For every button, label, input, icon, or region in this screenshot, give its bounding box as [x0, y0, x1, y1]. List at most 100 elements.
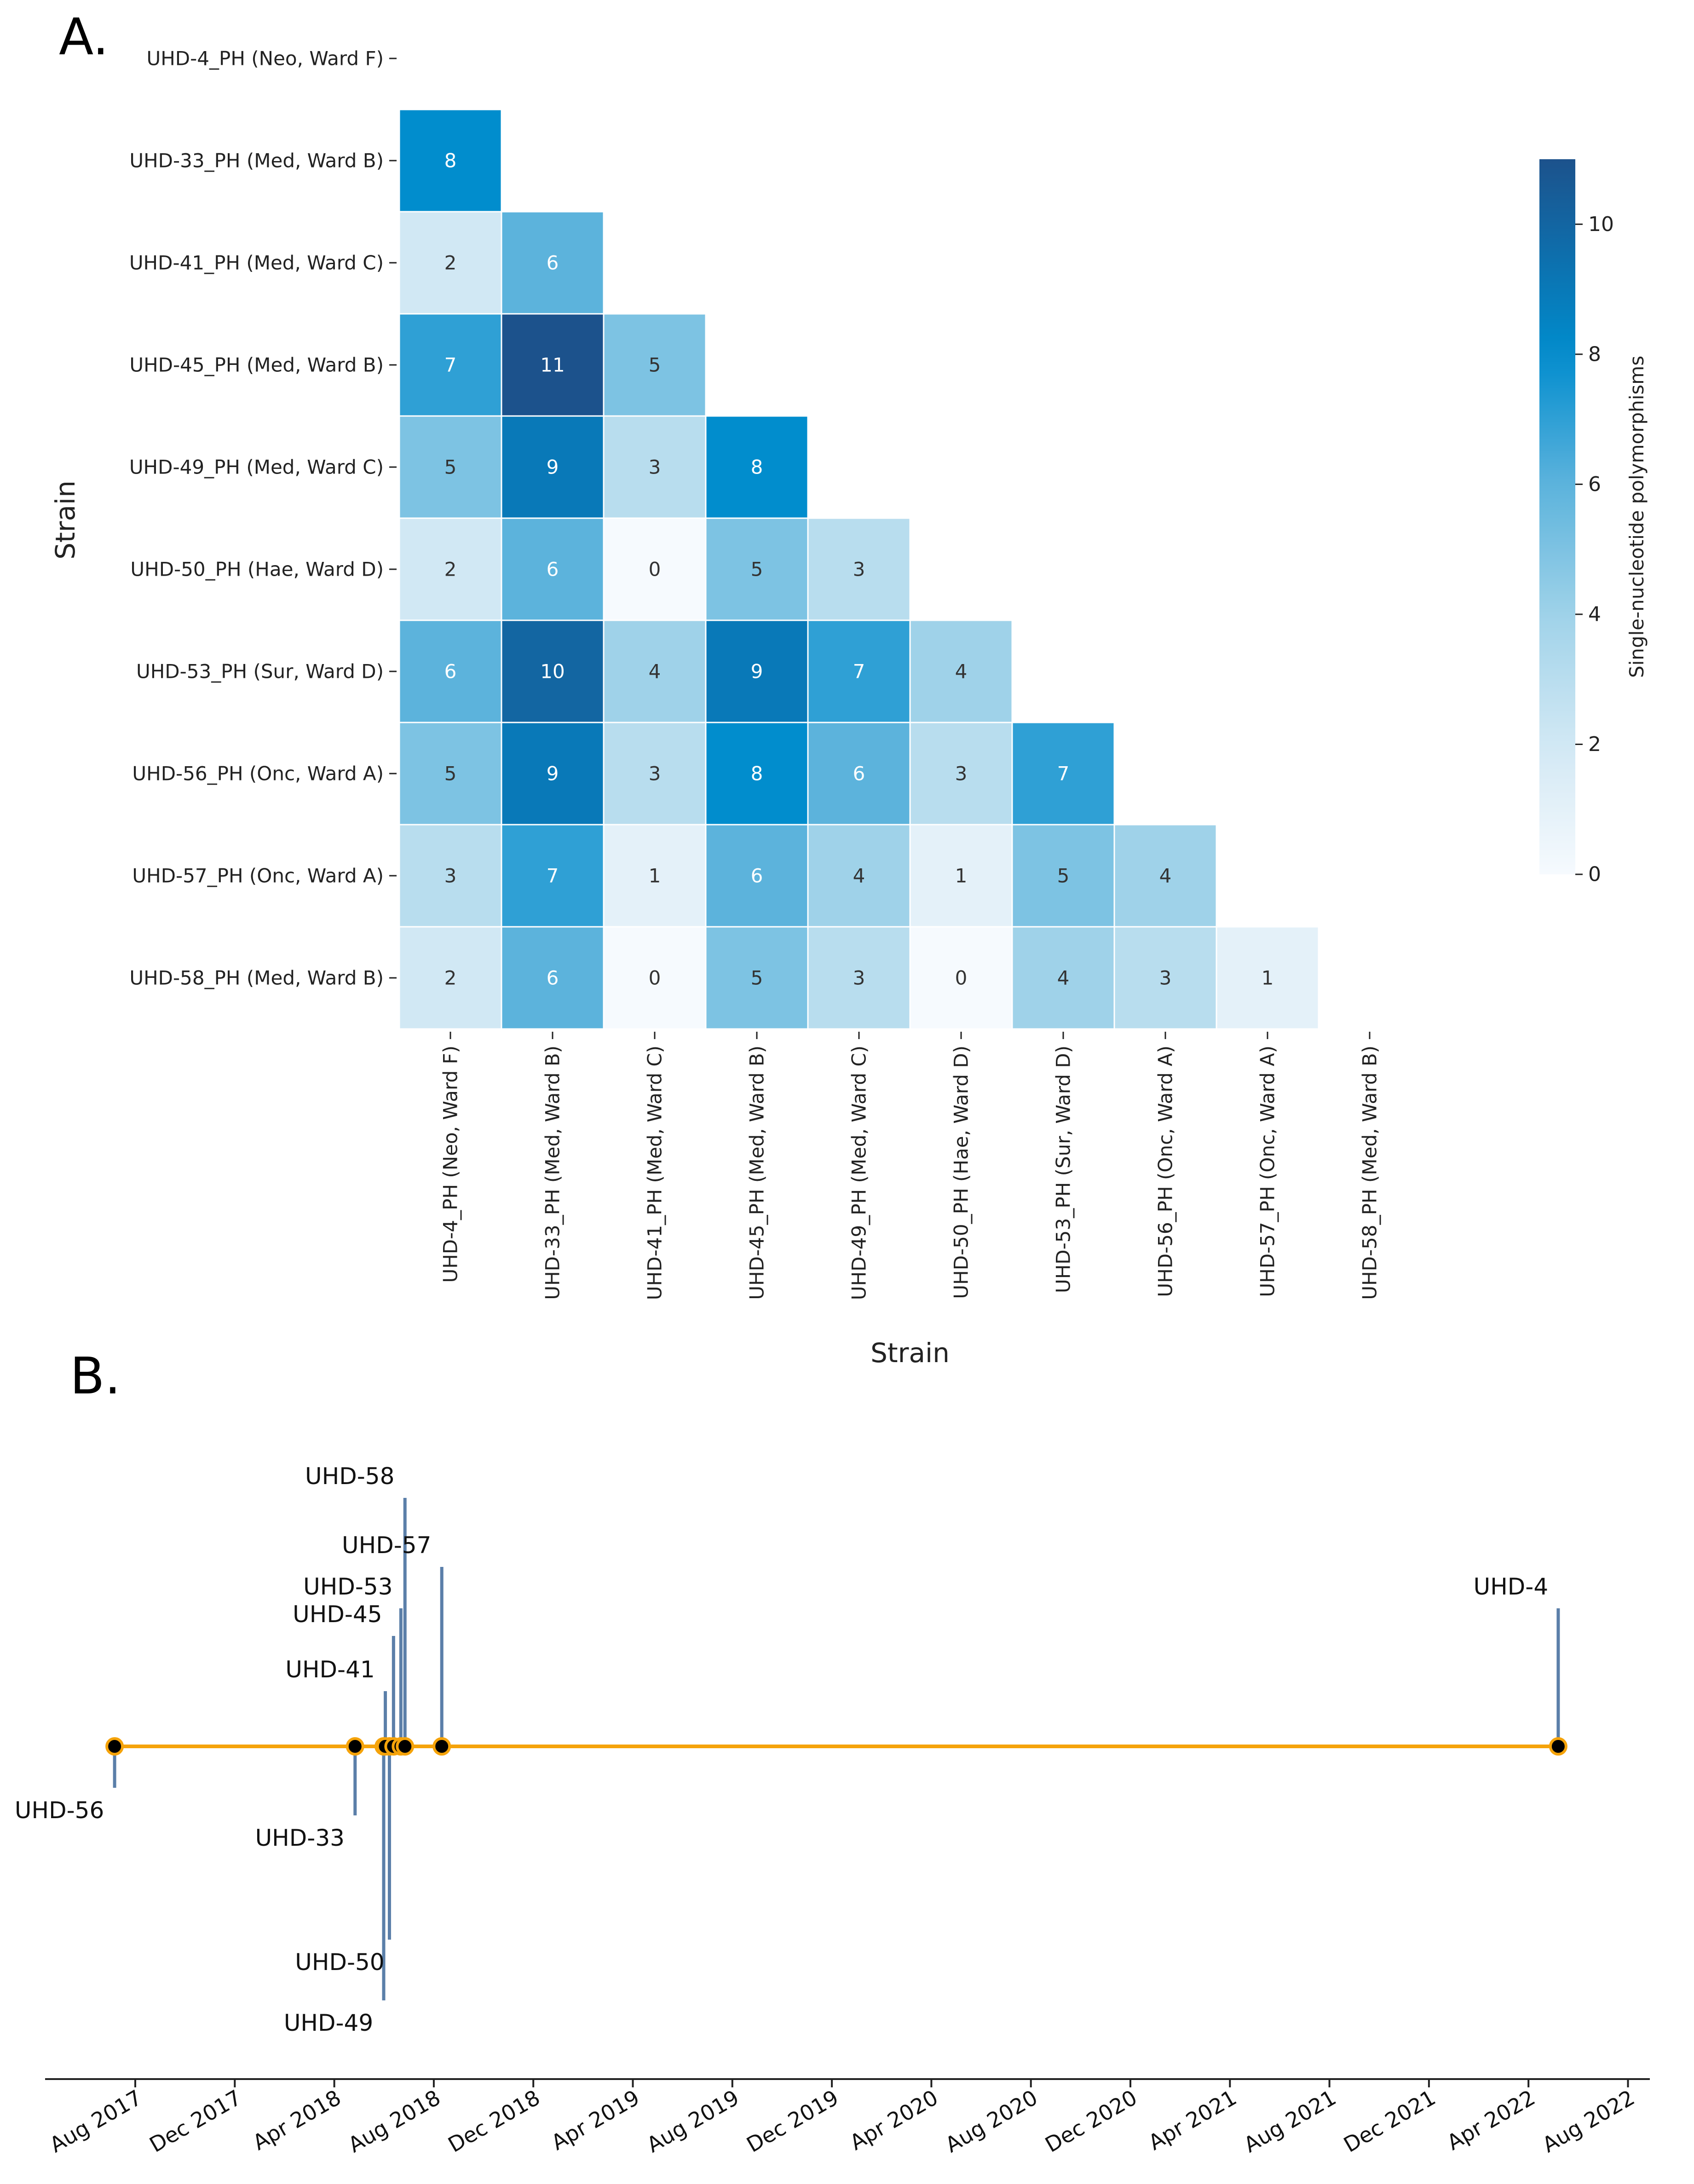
event-label-uhd-33: UHD-33: [255, 1825, 345, 1851]
row-label-uhd-45-ph-med-ward-b: UHD-45_PH (Med, Ward B): [129, 354, 384, 376]
heatmap-cell-value: 6: [547, 558, 559, 581]
heatmap-cell: [705, 415, 809, 519]
heatmap-cell-value: 3: [1159, 967, 1172, 989]
date-tick-label: Dec 2018: [444, 2085, 544, 2157]
heatmap-cell: [705, 824, 809, 928]
heatmap-cell: [398, 824, 502, 928]
row-label-uhd-57-ph-onc-ward-a: UHD-57_PH (Onc, Ward A): [132, 865, 384, 887]
x-axis-title: Strain: [870, 1337, 950, 1369]
heatmap-cell-value: 8: [751, 763, 763, 785]
heatmap-cell-value: 6: [547, 252, 559, 274]
column-label-uhd-58-ph-med-ward-b: UHD-58_PH (Med, Ward B): [1359, 1046, 1381, 1300]
heatmap-cell-value: 5: [444, 763, 457, 785]
date-tick-label: Aug 2017: [46, 2085, 146, 2158]
colorbar-tick-label: 10: [1588, 213, 1614, 236]
heatmap-cell: [501, 619, 605, 723]
date-tick-label: Apr 2019: [547, 2085, 644, 2155]
heatmap-cell-value: 0: [649, 558, 661, 581]
heatmap-cell: [807, 517, 911, 621]
heatmap-cell: [909, 926, 1013, 1030]
heatmap-cell: [1011, 824, 1115, 928]
snp-colorbar: 0 2 4 6 8 10 Single-nucleotide polymorphisms: [1539, 159, 1648, 886]
event-marker: [396, 1737, 415, 1756]
heatmap-cell-value: 10: [540, 660, 565, 683]
heatmap-cell: [398, 517, 502, 621]
row-label-uhd-56-ph-onc-ward-a: UHD-56_PH (Onc, Ward A): [132, 763, 384, 785]
heatmap-cell-value: 5: [649, 354, 661, 376]
heatmap-cell: [1011, 722, 1115, 826]
heatmap-cell-value: 5: [1057, 865, 1070, 887]
column-label-uhd-45-ph-med-ward-b: UHD-45_PH (Med, Ward B): [746, 1046, 768, 1300]
heatmap-cell: [603, 926, 707, 1030]
heatmap-cell: [398, 211, 502, 315]
heatmap-cell-value: 7: [444, 354, 457, 376]
event-label-uhd-56: UHD-56: [15, 1797, 104, 1824]
date-tick-label: Apr 2018: [248, 2085, 345, 2155]
date-tick-label: Aug 2021: [1239, 2085, 1340, 2158]
heatmap-cell-value: 5: [444, 456, 457, 479]
heatmap-cell: [1216, 926, 1319, 1030]
event-marker: [432, 1737, 451, 1756]
heatmap-cell: [603, 619, 707, 723]
event-marker: [346, 1737, 364, 1756]
heatmap-cell-value: 9: [547, 456, 559, 479]
column-label-uhd-53-ph-sur-ward-d: UHD-53_PH (Sur, Ward D): [1052, 1046, 1075, 1293]
row-label-uhd-4-ph-neo-ward-f: UHD-4_PH (Neo, Ward F): [146, 47, 384, 70]
colorbar-tick-label: 4: [1588, 602, 1601, 626]
heatmap-cell-value: 9: [751, 660, 763, 683]
colorbar-tick-label: 0: [1588, 863, 1601, 886]
date-tick-label: Dec 2020: [1041, 2085, 1141, 2157]
heatmap-cell-value: 6: [444, 660, 457, 683]
colorbar-title: Single-nucleotide polymorphisms: [1625, 356, 1648, 678]
row-label-uhd-53-ph-sur-ward-d: UHD-53_PH (Sur, Ward D): [136, 660, 384, 683]
colorbar-tick-label: 2: [1588, 733, 1601, 756]
column-label-uhd-4-ph-neo-ward-f: UHD-4_PH (Neo, Ward F): [439, 1046, 462, 1283]
row-label-uhd-33-ph-med-ward-b: UHD-33_PH (Med, Ward B): [129, 150, 384, 172]
heatmap-cell-value: 4: [1159, 865, 1172, 887]
heatmap-cell-value: 6: [751, 865, 763, 887]
heatmap-cell: [501, 211, 605, 315]
y-axis-title: Strain: [50, 480, 81, 560]
event-marker: [1549, 1737, 1567, 1756]
heatmap-cell-value: 4: [955, 660, 968, 683]
event-label-uhd-58: UHD-58: [305, 1463, 394, 1490]
heatmap-cell: [398, 722, 502, 826]
heatmap-cell: [909, 824, 1013, 928]
row-label-uhd-41-ph-med-ward-c: UHD-41_PH (Med, Ward C): [129, 252, 384, 274]
column-label-uhd-49-ph-med-ward-c: UHD-49_PH (Med, Ward C): [848, 1046, 870, 1300]
colorbar-tick-label: 6: [1588, 473, 1601, 496]
heatmap-cell-value: 8: [444, 150, 457, 172]
colorbar-bar: [1539, 159, 1575, 874]
event-label-uhd-57: UHD-57: [342, 1532, 431, 1559]
row-label-uhd-58-ph-med-ward-b: UHD-58_PH (Med, Ward B): [129, 967, 384, 989]
heatmap-cell: [705, 926, 809, 1030]
heatmap-cell-value: 7: [1057, 763, 1070, 785]
snp-heatmap: UHD-4_PH (Neo, Ward F) 8 UHD-33_PH (Med, W…: [50, 47, 1381, 1369]
heatmap-cell: [1113, 926, 1217, 1030]
column-label-uhd-50-ph-hae-ward-d: UHD-50_PH (Hae, Ward D): [950, 1046, 973, 1299]
heatmap-cell-value: 2: [444, 558, 457, 581]
heatmap-cell-value: 5: [751, 558, 763, 581]
panel-label-b: B.: [70, 1346, 121, 1405]
heatmap-cell: [603, 722, 707, 826]
row-label-uhd-50-ph-hae-ward-d: UHD-50_PH (Hae, Ward D): [130, 558, 384, 581]
heatmap-cell-value: 6: [853, 763, 865, 785]
panel-label-a: A.: [59, 7, 109, 66]
date-tick-label: Dec 2017: [145, 2085, 246, 2157]
heatmap-cell-value: 3: [444, 865, 457, 887]
heatmap-cell: [1011, 926, 1115, 1030]
heatmap-cell: [1113, 824, 1217, 928]
column-label-uhd-56-ph-onc-ward-a: UHD-56_PH (Onc, Ward A): [1154, 1046, 1177, 1297]
event-label-uhd-49: UHD-49: [284, 2010, 373, 2036]
heatmap-cell: [603, 517, 707, 621]
date-tick-label: Dec 2021: [1339, 2085, 1440, 2157]
column-label-uhd-33-ph-med-ward-b: UHD-33_PH (Med, Ward B): [542, 1046, 564, 1300]
heatmap-cell-value: 8: [751, 456, 763, 479]
heatmap-cell-value: 3: [649, 456, 661, 479]
event-marker: [105, 1737, 124, 1756]
event-label-uhd-45: UHD-45: [293, 1601, 382, 1628]
heatmap-cell: [909, 619, 1013, 723]
heatmap-cell-value: 2: [444, 967, 457, 989]
colorbar-tick-label: 8: [1588, 342, 1601, 366]
